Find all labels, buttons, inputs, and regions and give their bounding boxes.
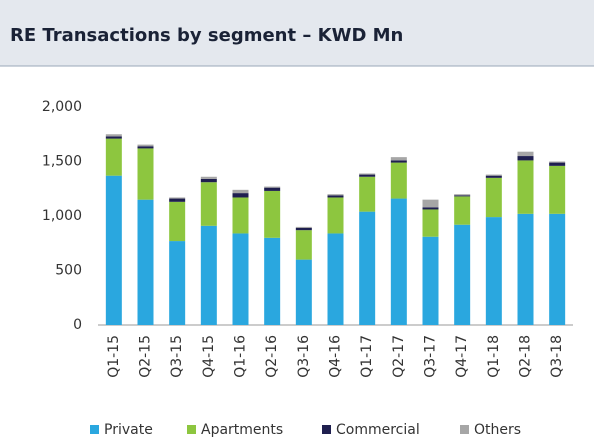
- bar-segment: [327, 194, 344, 196]
- x-tick-label: Q1-17: [359, 335, 375, 378]
- bar-segment: [137, 199, 154, 325]
- bar-segment: [359, 176, 376, 212]
- bar-segment: [200, 176, 217, 179]
- bar-segment: [105, 134, 122, 137]
- x-tick-label: Q3-17: [423, 335, 439, 378]
- bar-segment: [390, 198, 407, 325]
- legend-label: Apartments: [201, 422, 283, 438]
- x-tick-label: Q4-16: [328, 335, 344, 378]
- y-tick-label: 2,000: [42, 99, 82, 115]
- legend-swatch: [322, 425, 331, 434]
- bar-segment: [327, 197, 344, 234]
- bar-segment: [390, 160, 407, 163]
- bar-segment: [105, 136, 122, 139]
- x-tick-label: Q1-16: [233, 335, 249, 378]
- header-bg: [0, 0, 594, 66]
- bar-segment: [137, 148, 154, 200]
- x-tick-label: Q3-18: [549, 335, 565, 378]
- bar-segment: [327, 195, 344, 198]
- bar-segment: [485, 175, 502, 178]
- bar-segment: [549, 165, 566, 214]
- bar-segment: [422, 199, 439, 208]
- bar-segment: [422, 209, 439, 237]
- legend-label: Commercial: [336, 422, 420, 438]
- bar-segment: [549, 161, 566, 163]
- legend-swatch: [90, 425, 99, 434]
- bar-segment: [200, 182, 217, 226]
- bar-segment: [517, 151, 534, 157]
- bar-segment: [105, 138, 122, 176]
- y-tick-label: 1,000: [42, 208, 82, 224]
- bar-segment: [200, 225, 217, 325]
- y-tick-label: 500: [55, 263, 82, 279]
- bar-segment: [485, 174, 502, 176]
- bar-segment: [169, 198, 186, 202]
- bar-segment: [390, 162, 407, 199]
- x-tick-label: Q4-17: [454, 335, 470, 378]
- bar-segment: [169, 201, 186, 242]
- bar-segment: [137, 144, 154, 147]
- bar-segment: [454, 196, 471, 225]
- bar-segment: [137, 146, 154, 149]
- bar-segment: [485, 177, 502, 218]
- bar-segment: [105, 175, 122, 325]
- bar-segment: [232, 197, 249, 234]
- bar-segment: [422, 207, 439, 210]
- bar-segment: [454, 194, 471, 196]
- bar-segment: [232, 189, 249, 194]
- x-tick-label: Q2-17: [391, 335, 407, 378]
- y-tick-label: 1,500: [42, 154, 82, 170]
- x-tick-label: Q3-15: [169, 335, 185, 378]
- bar-segment: [169, 241, 186, 325]
- bar-segment: [232, 193, 249, 198]
- bar-segment: [549, 162, 566, 166]
- bar-segment: [517, 156, 534, 161]
- bar-segment: [295, 227, 312, 231]
- y-tick-label: 0: [73, 317, 82, 333]
- x-tick-label: Q2-15: [138, 335, 154, 378]
- bar-segment: [485, 217, 502, 325]
- bar-segment: [549, 213, 566, 325]
- bar-segment: [295, 230, 312, 260]
- bar-segment: [264, 186, 281, 188]
- bar-segment: [232, 233, 249, 325]
- bar-segment: [359, 211, 376, 325]
- bar-segment: [295, 226, 312, 228]
- bar-segment: [169, 197, 186, 199]
- bar-segment: [454, 195, 471, 197]
- bar-segment: [359, 173, 376, 175]
- bar-segment: [390, 157, 407, 161]
- bar-segment: [517, 213, 534, 325]
- bar-segment: [359, 174, 376, 177]
- legend-label: Others: [474, 422, 521, 438]
- x-tick-label: Q1-18: [486, 335, 502, 378]
- x-tick-label: Q1-15: [106, 335, 122, 378]
- x-tick-label: Q4-15: [201, 335, 217, 378]
- legend-swatch: [460, 425, 469, 434]
- bar-segment: [264, 190, 281, 238]
- bar-segment: [327, 233, 344, 325]
- x-tick-label: Q2-16: [264, 335, 280, 378]
- bar-segment: [517, 160, 534, 214]
- bar-segment: [264, 237, 281, 325]
- legend-label: Private: [104, 422, 153, 438]
- bar-segment: [264, 187, 281, 191]
- x-tick-label: Q3-16: [296, 335, 312, 378]
- chart-title: RE Transactions by segment – KWD Mn: [10, 25, 403, 46]
- bar-segment: [200, 178, 217, 183]
- bar-segment: [422, 236, 439, 325]
- bar-segment: [295, 259, 312, 325]
- legend-swatch: [187, 425, 196, 434]
- bar-segment: [454, 224, 471, 325]
- x-tick-label: Q2-18: [518, 335, 534, 378]
